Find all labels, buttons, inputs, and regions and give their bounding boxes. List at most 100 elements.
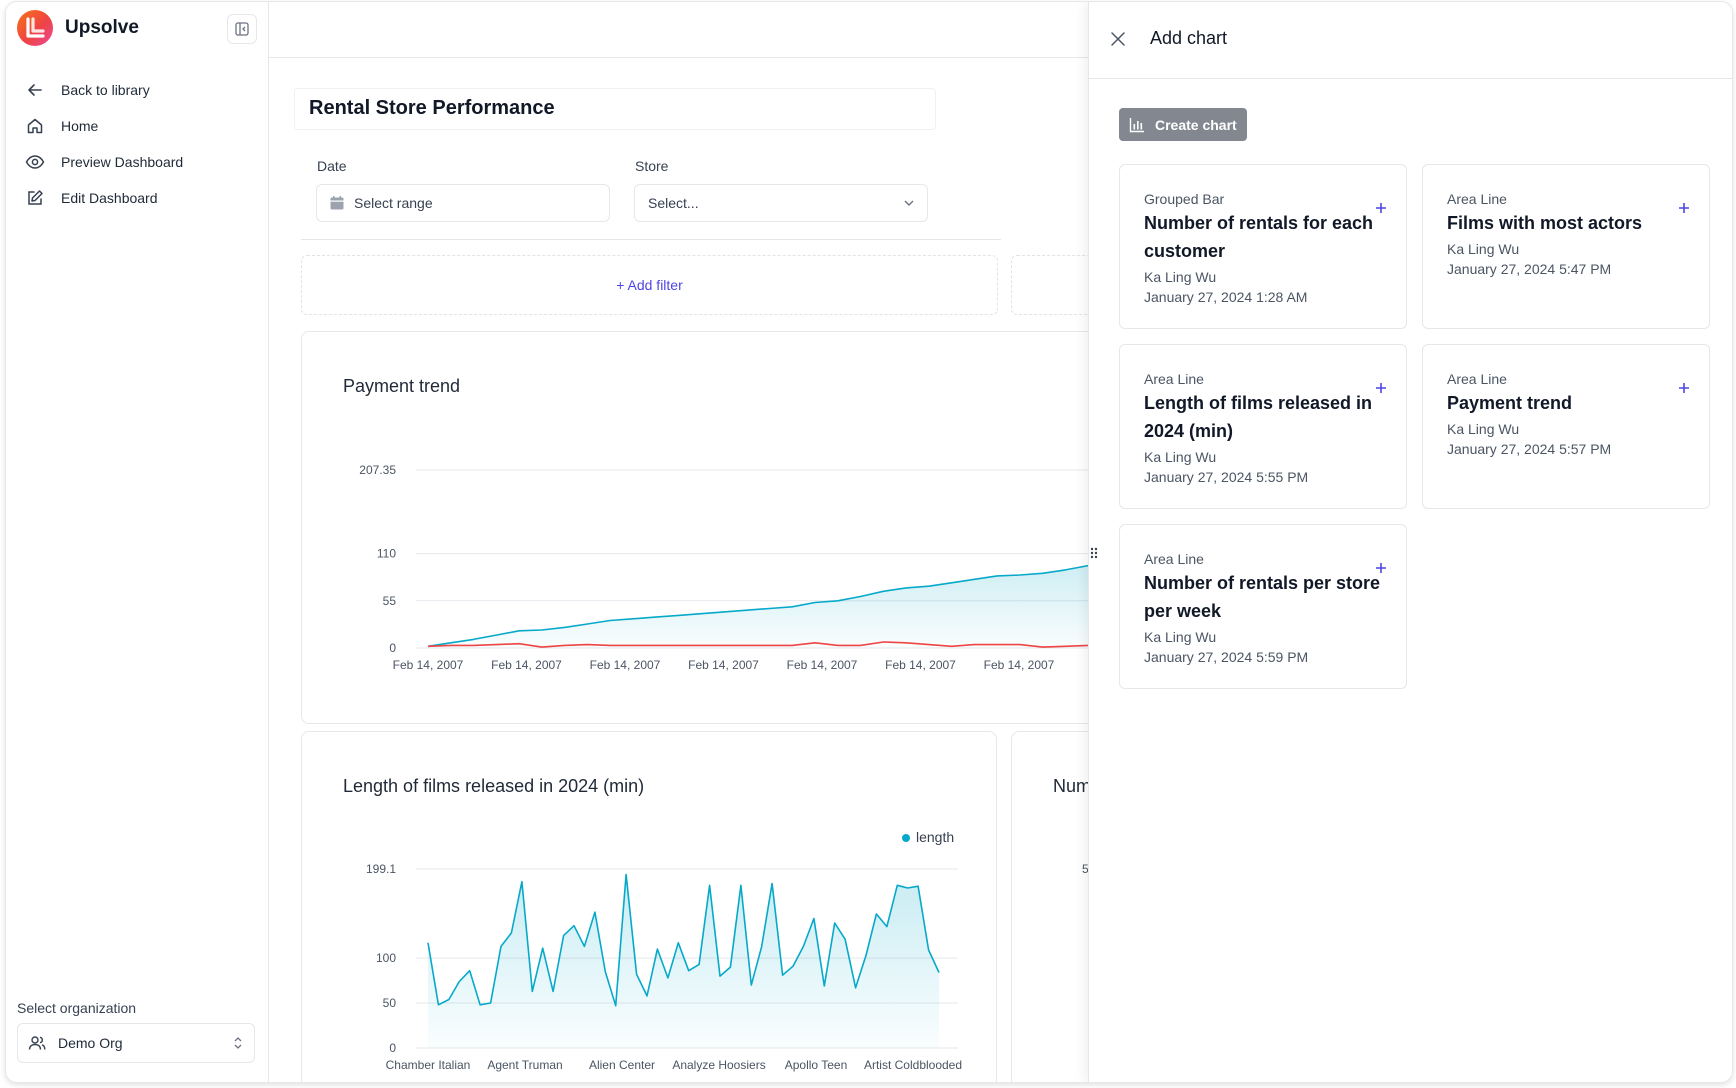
nav-label: Preview Dashboard bbox=[61, 154, 184, 170]
legend-label: length bbox=[916, 829, 954, 845]
x-tick-label: Feb 14, 2007 bbox=[885, 658, 956, 672]
y-tick-label: 50 bbox=[383, 996, 397, 1010]
add-filter-area[interactable]: + Add filter bbox=[301, 255, 998, 315]
chart-template-card[interactable]: Area Line Number of rentals per store pe… bbox=[1119, 524, 1407, 689]
template-author: Ka Ling Wu bbox=[1144, 449, 1217, 465]
x-tick-label: Apollo Teen bbox=[785, 1058, 848, 1072]
nav-label: Back to library bbox=[61, 82, 150, 98]
add-filter-button[interactable]: + Add filter bbox=[616, 277, 683, 293]
top-bar bbox=[269, 2, 1732, 58]
x-tick-label: Artist Coldblooded bbox=[864, 1058, 962, 1072]
nav-label: Edit Dashboard bbox=[61, 190, 158, 206]
payment-trend-title: Payment trend bbox=[343, 376, 461, 396]
dashboard-title: Rental Store Performance bbox=[309, 97, 555, 119]
eye-icon bbox=[24, 151, 46, 173]
date-range-placeholder: Select range bbox=[354, 195, 433, 211]
date-filter-label: Date bbox=[317, 158, 347, 174]
y-tick-label: 0 bbox=[389, 641, 396, 655]
payment-trend-chart: 0 55 110 207.35 Feb 14, 2007 Feb 14, 2007 Feb … bbox=[359, 463, 1202, 672]
store-select[interactable]: Select... bbox=[634, 184, 928, 222]
film-length-card[interactable]: Length of films released in 2024 (min) 0… bbox=[301, 731, 997, 1082]
drag-handle-icon[interactable] bbox=[1090, 546, 1098, 564]
add-template-plus-icon[interactable] bbox=[1677, 381, 1691, 395]
series-line bbox=[427, 641, 1202, 648]
collapse-sidebar-button[interactable] bbox=[227, 14, 257, 44]
template-kind: Area Line bbox=[1144, 551, 1204, 567]
template-author: Ka Ling Wu bbox=[1447, 241, 1520, 257]
org-select[interactable]: Demo Org bbox=[17, 1023, 255, 1063]
store-select-placeholder: Select... bbox=[648, 195, 699, 211]
series-area bbox=[428, 553, 1202, 648]
template-kind: Area Line bbox=[1447, 371, 1507, 387]
panel-title: Add chart bbox=[1150, 28, 1228, 48]
app-window: Upsolve Back to library Home bbox=[5, 1, 1733, 1083]
y-tick-label: 207.35 bbox=[359, 463, 396, 477]
y-tick-label: 199.1 bbox=[366, 862, 396, 876]
x-tick-label: Feb 14, 2007 bbox=[688, 658, 759, 672]
nav-preview-dashboard[interactable]: Preview Dashboard bbox=[24, 144, 183, 180]
calendar-icon bbox=[329, 195, 345, 211]
chart-template-card[interactable]: Area Line Films with most actors Ka Ling… bbox=[1422, 164, 1710, 329]
template-name: Number of rentals for each customer bbox=[1144, 213, 1374, 261]
nav-edit-dashboard[interactable]: Edit Dashboard bbox=[24, 180, 183, 216]
x-tick-label: Analyze Hoosiers bbox=[672, 1058, 765, 1072]
home-icon bbox=[24, 115, 46, 137]
template-name: Films with most actors bbox=[1447, 213, 1643, 233]
sidebar: Upsolve Back to library Home bbox=[6, 2, 269, 1082]
arrow-left-icon bbox=[24, 79, 46, 101]
edit-icon bbox=[24, 187, 46, 209]
chart-template-card[interactable]: Area Line Payment trend Ka Ling Wu Janua… bbox=[1422, 344, 1710, 509]
create-chart-label: Create chart bbox=[1155, 116, 1237, 133]
nav-back-to-library[interactable]: Back to library bbox=[24, 72, 183, 108]
nav-label: Home bbox=[61, 118, 99, 134]
template-author: Ka Ling Wu bbox=[1144, 269, 1217, 285]
x-tick-label: Feb 14, 2007 bbox=[787, 658, 858, 672]
template-date: January 27, 2024 5:59 PM bbox=[1144, 649, 1309, 665]
film-length-chart: 0 50 100 199.1 Chamber Italian Agent Truman Al… bbox=[366, 829, 962, 1072]
partial-card-title: Num bbox=[1053, 776, 1092, 796]
legend-marker bbox=[902, 834, 910, 842]
template-date: January 27, 2024 1:28 AM bbox=[1144, 289, 1308, 305]
chart-template-card[interactable]: Grouped Bar Number of rentals for each c… bbox=[1119, 164, 1407, 329]
brand[interactable]: Upsolve bbox=[17, 10, 139, 46]
template-author: Ka Ling Wu bbox=[1144, 629, 1217, 645]
chevron-down-icon bbox=[903, 198, 915, 208]
template-date: January 27, 2024 5:47 PM bbox=[1447, 261, 1612, 277]
template-name: Number of rentals per store per week bbox=[1144, 573, 1381, 621]
chevron-up-down-icon bbox=[232, 1035, 244, 1054]
store-filter-label: Store bbox=[635, 158, 669, 174]
dashboard-title-box[interactable]: Rental Store Performance bbox=[294, 88, 936, 130]
sidebar-nav: Back to library Home Preview Dashboard E… bbox=[24, 72, 183, 216]
sidebar-collapse-icon bbox=[235, 22, 249, 36]
add-template-plus-icon[interactable] bbox=[1677, 201, 1691, 215]
create-chart-button[interactable]: Create chart bbox=[1119, 108, 1247, 141]
add-template-plus-icon[interactable] bbox=[1374, 201, 1388, 215]
partial-card-tick: 5 bbox=[1082, 862, 1089, 876]
close-icon[interactable] bbox=[1109, 30, 1127, 48]
y-tick-label: 0 bbox=[389, 1041, 396, 1055]
payment-trend-card[interactable]: Payment trend 0 55 110 207.35 Feb 14, 2007 Fe… bbox=[301, 331, 1202, 724]
add-template-plus-icon[interactable] bbox=[1374, 561, 1388, 575]
panel-header: Add chart bbox=[1089, 2, 1732, 79]
nav-home[interactable]: Home bbox=[24, 108, 183, 144]
bar-chart-icon bbox=[1129, 117, 1145, 133]
add-template-plus-icon[interactable] bbox=[1374, 381, 1388, 395]
template-name: Payment trend bbox=[1447, 393, 1573, 413]
film-length-title: Length of films released in 2024 (min) bbox=[343, 776, 645, 796]
x-tick-label: Feb 14, 2007 bbox=[590, 658, 661, 672]
chart-template-card[interactable]: Area Line Length of films released in 20… bbox=[1119, 344, 1407, 509]
add-chart-panel: Add chart Create chart Grouped Bar Numbe… bbox=[1088, 2, 1732, 1082]
x-tick-label: Feb 14, 2007 bbox=[984, 658, 1055, 672]
y-tick-label: 100 bbox=[376, 951, 396, 965]
template-author: Ka Ling Wu bbox=[1447, 421, 1520, 437]
upsolve-logo-icon bbox=[17, 10, 53, 46]
x-tick-label: Feb 14, 2007 bbox=[393, 658, 464, 672]
date-range-input[interactable]: Select range bbox=[316, 184, 610, 222]
filters-divider bbox=[301, 239, 1001, 240]
template-kind: Grouped Bar bbox=[1144, 191, 1225, 207]
users-icon bbox=[28, 1035, 46, 1051]
series-line bbox=[427, 873, 940, 1007]
x-tick-label: Feb 14, 2007 bbox=[491, 658, 562, 672]
x-tick-label: Agent Truman bbox=[487, 1058, 562, 1072]
x-tick-label: Alien Center bbox=[589, 1058, 655, 1072]
